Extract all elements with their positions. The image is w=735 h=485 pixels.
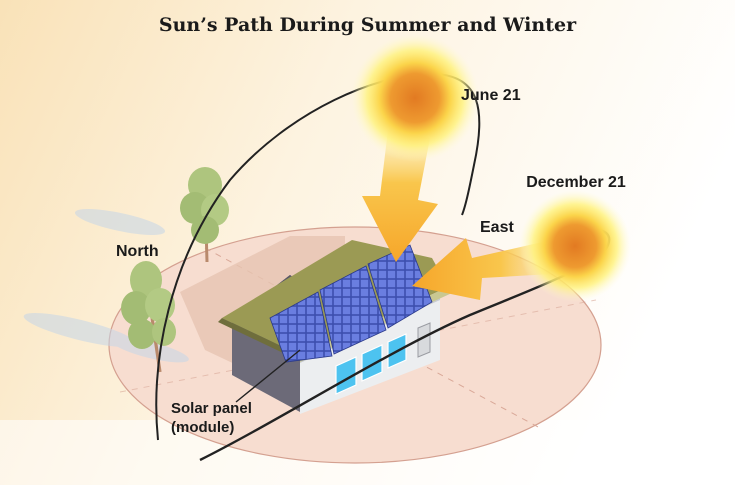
tree-front <box>121 261 176 373</box>
tree-shadows <box>23 209 189 363</box>
solar-panel-array <box>269 244 433 363</box>
june-sun-icon <box>351 34 479 162</box>
december-label: December 21 <box>526 174 626 191</box>
tree-back <box>180 167 229 263</box>
june-label: June 21 <box>461 87 521 104</box>
solar-panel-leader-line <box>235 349 301 403</box>
east-label: East <box>480 219 514 236</box>
page-title: Sun’s Path During Summer and Winter <box>158 14 577 36</box>
june-sun-ray-arrow <box>362 130 438 262</box>
house <box>218 240 452 414</box>
north-label: North <box>116 243 159 260</box>
december-sun-icon <box>519 190 631 302</box>
solar-panel-label: Solar panel (module) <box>171 400 252 436</box>
